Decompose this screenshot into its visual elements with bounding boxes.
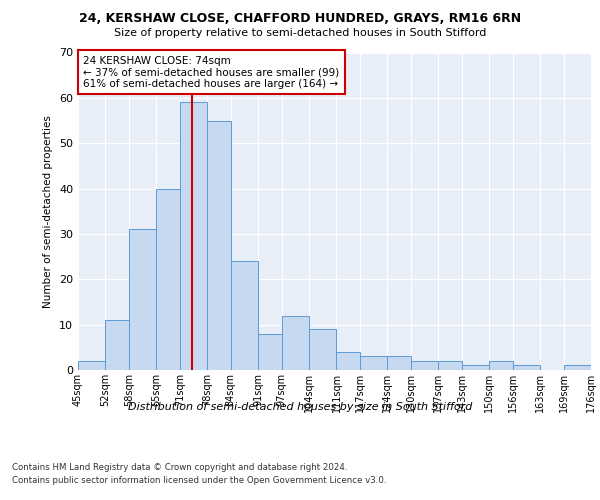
Bar [438,361,462,370]
Bar [106,320,129,370]
Bar [180,102,207,370]
Text: 24 KERSHAW CLOSE: 74sqm
← 37% of semi-detached houses are smaller (99)
61% of se: 24 KERSHAW CLOSE: 74sqm ← 37% of semi-de… [83,56,340,89]
Bar [207,120,231,370]
Bar [337,352,360,370]
Bar [489,361,512,370]
Bar [462,366,489,370]
Bar [231,261,258,370]
Bar [512,366,540,370]
Bar [309,329,337,370]
Text: Contains HM Land Registry data © Crown copyright and database right 2024.: Contains HM Land Registry data © Crown c… [12,462,347,471]
Text: Contains public sector information licensed under the Open Government Licence v3: Contains public sector information licen… [12,476,386,485]
Bar [563,366,591,370]
Text: 24, KERSHAW CLOSE, CHAFFORD HUNDRED, GRAYS, RM16 6RN: 24, KERSHAW CLOSE, CHAFFORD HUNDRED, GRA… [79,12,521,26]
Text: Size of property relative to semi-detached houses in South Stifford: Size of property relative to semi-detach… [114,28,486,38]
Bar [281,316,309,370]
Bar [360,356,388,370]
Bar [388,356,411,370]
Bar [78,361,106,370]
Bar [411,361,438,370]
Bar [258,334,281,370]
Y-axis label: Number of semi-detached properties: Number of semi-detached properties [43,115,53,308]
Text: Distribution of semi-detached houses by size in South Stifford: Distribution of semi-detached houses by … [128,402,472,412]
Bar [129,230,157,370]
Bar [157,188,180,370]
